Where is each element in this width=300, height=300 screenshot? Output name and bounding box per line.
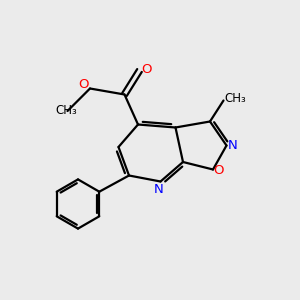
Text: CH₃: CH₃ — [55, 104, 77, 118]
Text: O: O — [213, 164, 224, 177]
Text: O: O — [78, 78, 89, 92]
Text: CH₃: CH₃ — [224, 92, 246, 106]
Text: O: O — [141, 63, 152, 76]
Text: N: N — [154, 183, 164, 196]
Text: N: N — [228, 139, 238, 152]
